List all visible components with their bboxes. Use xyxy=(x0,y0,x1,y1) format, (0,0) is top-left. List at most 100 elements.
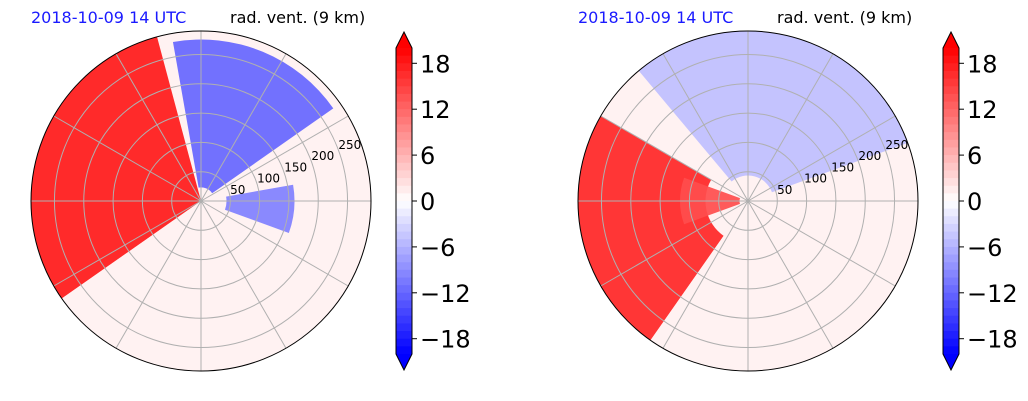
colorbar-extend-min xyxy=(396,354,412,370)
colorbar-segment xyxy=(943,178,959,187)
colorbar-segment xyxy=(396,308,412,317)
colorbar-segment xyxy=(396,109,412,118)
radial-gridline xyxy=(630,83,866,319)
angular-gridline xyxy=(747,200,834,349)
colorbar-segment xyxy=(943,201,959,210)
colorbar-segment xyxy=(396,201,412,210)
colorbar-segment xyxy=(396,162,412,171)
colorbar-tick-label: 18 xyxy=(967,50,998,78)
colorbar-segment xyxy=(396,292,412,301)
colorbar-segment xyxy=(396,216,412,225)
colorbar-segment xyxy=(943,116,959,125)
angular-gridline xyxy=(747,200,896,287)
field-region xyxy=(650,201,918,371)
colorbar-segment xyxy=(396,155,412,164)
colorbar-segment xyxy=(396,223,412,233)
colorbar-segment xyxy=(943,170,959,179)
colorbar-segment xyxy=(396,170,412,179)
colorbar-segment xyxy=(396,63,412,72)
colorbar-extend-max xyxy=(396,32,412,48)
angular-gridline xyxy=(747,115,896,202)
colorbar-segment xyxy=(943,300,959,309)
colorbar-segment xyxy=(943,331,959,340)
radial-gridline xyxy=(659,112,837,290)
polar-boundary xyxy=(30,30,372,372)
colorbar-tick-label: −18 xyxy=(967,326,1018,354)
colorbar-segment xyxy=(396,55,412,64)
colorbar-segment xyxy=(396,124,412,133)
colorbar-segment xyxy=(396,239,412,248)
colorbar-segment xyxy=(396,93,412,103)
angular-gridline xyxy=(200,200,349,287)
colorbar-tick-label: −18 xyxy=(420,326,471,354)
radial-gridline xyxy=(600,53,896,349)
radial-tick-label: 50 xyxy=(777,183,792,197)
colorbar-segment xyxy=(943,132,959,141)
colorbar-segment xyxy=(396,86,412,95)
colorbar-outline xyxy=(395,30,413,372)
colorbar-segment xyxy=(943,308,959,317)
colorbar-tick-label: −6 xyxy=(967,234,1002,262)
colorbar-tick-label: −6 xyxy=(420,234,455,262)
polar-plot-panel-1: 2018-10-09 14 UTC rad. vent. (9 km) 50 10… xyxy=(30,8,471,372)
colorbar-segment xyxy=(943,262,959,271)
colorbar-segment xyxy=(943,124,959,133)
colorbar-tick-label: 0 xyxy=(967,188,982,216)
radial-gridline xyxy=(53,53,349,349)
colorbar-segment xyxy=(943,139,959,148)
colorbar-segment xyxy=(943,323,959,332)
colorbar-segment xyxy=(396,101,412,110)
colorbar-segment xyxy=(943,101,959,110)
angular-gridline xyxy=(53,115,202,202)
angular-gridline xyxy=(115,200,202,349)
colorbar-segment xyxy=(943,285,959,294)
colorbar-segment xyxy=(396,231,412,240)
colorbar-segment xyxy=(396,132,412,141)
field-region xyxy=(578,116,724,341)
polar-chart-svg: 50 100 150 200 250 18 12 6 0 −6 −12 −18 xyxy=(577,30,1018,372)
polar-chart-svg: 50 100 150 200 250 18 12 6 0 −6 −12 −18 xyxy=(30,30,471,372)
field-title: rad. vent. (9 km) xyxy=(777,8,913,27)
colorbar-segment xyxy=(396,262,412,271)
colorbar-segment xyxy=(943,155,959,164)
radial-gridline xyxy=(688,141,808,261)
colorbar-segment xyxy=(943,162,959,171)
colorbar-segment xyxy=(396,285,412,294)
field-region xyxy=(61,201,356,371)
colorbar-segment xyxy=(943,223,959,233)
radial-gridline xyxy=(112,112,290,290)
colorbar-segment xyxy=(943,231,959,240)
colorbar: 18 12 6 0 −6 −12 −18 xyxy=(395,30,471,372)
colorbar-segment xyxy=(943,208,959,217)
colorbar-segment xyxy=(396,246,412,256)
colorbar-segment xyxy=(943,338,959,347)
radial-tick-label: 200 xyxy=(311,149,334,163)
colorbar-extend-min xyxy=(943,354,959,370)
angular-gridline xyxy=(747,53,834,202)
radial-tick-label: 50 xyxy=(230,183,245,197)
colorbar-segment xyxy=(943,277,959,286)
colorbar-segment xyxy=(943,63,959,72)
timestamp-label: 2018-10-09 14 UTC xyxy=(31,8,187,27)
colorbar-tick-label: 6 xyxy=(967,142,982,170)
colorbar-segment xyxy=(396,269,412,278)
timestamp-label: 2018-10-09 14 UTC xyxy=(578,8,734,27)
angular-gridline xyxy=(200,53,287,202)
angular-gridline xyxy=(53,200,202,287)
colorbar-segment xyxy=(943,216,959,225)
angular-gridline xyxy=(115,53,202,202)
radial-tick-label: 250 xyxy=(885,138,908,152)
colorbar-segment xyxy=(943,193,959,202)
radial-tick-label: 200 xyxy=(858,149,881,163)
field-title: rad. vent. (9 km) xyxy=(230,8,366,27)
radial-gridline xyxy=(83,83,319,319)
colorbar-segment xyxy=(943,315,959,324)
colorbar-segment xyxy=(396,70,412,80)
polar-plot-panel-2: 2018-10-09 14 UTC rad. vent. (9 km) 50 10… xyxy=(547,0,1028,401)
colorbar-segment xyxy=(943,239,959,248)
colorbar-segment xyxy=(396,147,412,156)
field-layer xyxy=(578,31,918,371)
angular-gridline xyxy=(662,53,749,202)
angular-gridline xyxy=(600,200,749,287)
colorbar-segment xyxy=(396,193,412,202)
